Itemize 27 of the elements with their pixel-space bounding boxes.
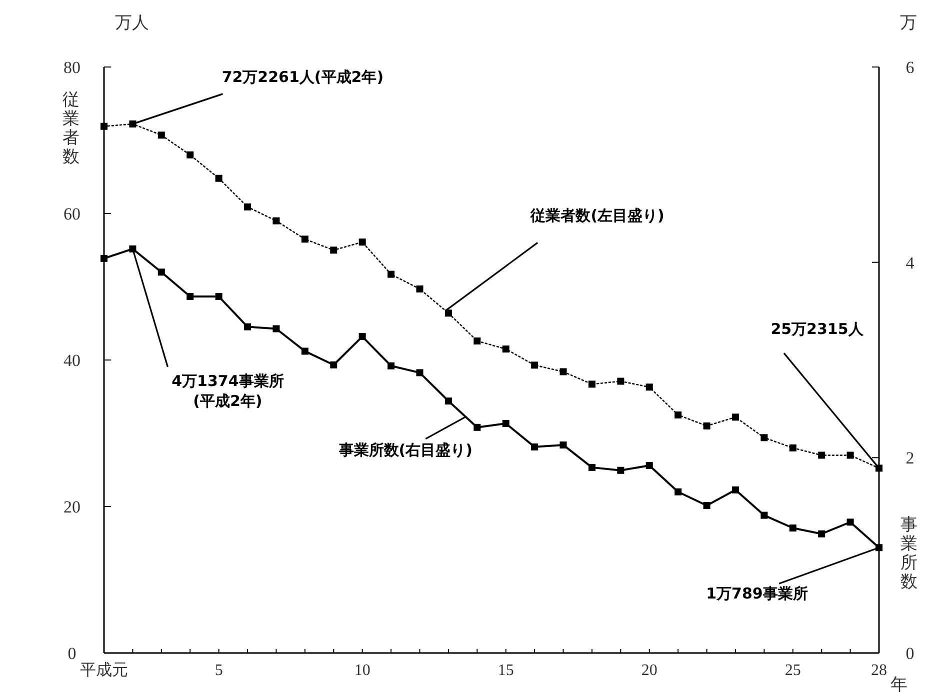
y2-tick-label: 2 [906, 448, 914, 468]
y2-tick-label: 6 [906, 58, 914, 77]
text: 万 [900, 13, 917, 32]
x-tick-label: 15 [498, 662, 514, 679]
x-tick-label: 25 [784, 662, 801, 679]
x-tick-label: 5 [214, 662, 223, 679]
text: 万人 [115, 13, 149, 32]
data-label: 72万2261人(平成2年) [222, 68, 384, 86]
y-tick-label: 20 [64, 498, 80, 516]
y-tick-label: 40 [64, 351, 80, 370]
data-label: 4万1374事業所 (平成2年) [172, 372, 284, 410]
y2-tick-label: 0 [906, 644, 914, 663]
x-tick-label: 20 [641, 662, 658, 679]
y-axis-title: 従業者数 [62, 90, 80, 166]
y-tick-label: 80 [64, 58, 80, 77]
y-tick-label: 60 [64, 204, 80, 224]
y-tick-label: 0 [68, 644, 76, 663]
text: 従業者数(左目盛り) [530, 206, 664, 225]
data-label: 1万789事業所 [706, 584, 808, 603]
y2-tick-label: 4 [906, 253, 915, 272]
y2-axis-title: 事業所数 [900, 515, 918, 591]
x-axis-title: 年 [890, 675, 908, 694]
legend-label: 事業所数(右目盛り) [338, 440, 473, 459]
x-tick-label: 平成元 [80, 661, 128, 679]
data-label: 25万2315人 [770, 320, 864, 338]
x-tick-label: 10 [354, 662, 370, 679]
x-tick-label: 28 [871, 662, 887, 679]
